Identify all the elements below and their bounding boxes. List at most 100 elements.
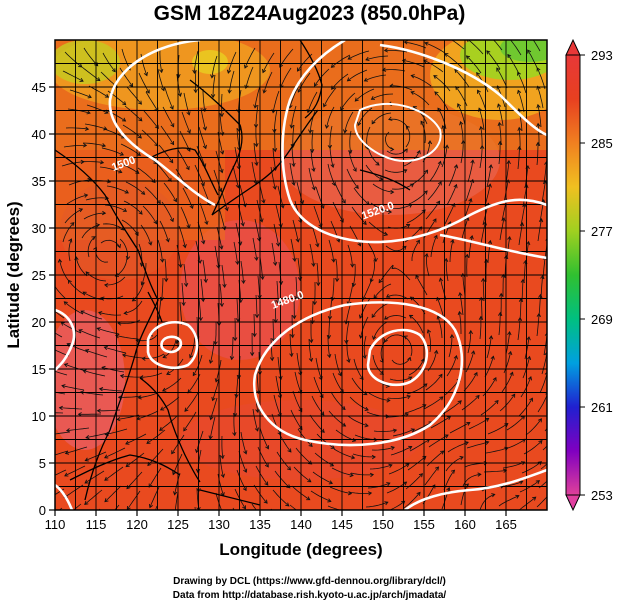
y-tick-label: 5 [39, 456, 46, 471]
streamline [449, 422, 470, 434]
streamline-arrowhead [229, 356, 235, 361]
streamline-arrowhead [507, 235, 512, 241]
streamline [448, 164, 458, 187]
streamline [504, 438, 526, 450]
streamline [87, 236, 96, 258]
streamline-arrowhead [63, 363, 69, 368]
streamline-arrowhead [365, 56, 370, 62]
streamline-arrowhead [78, 329, 83, 334]
y-tick-label: 45 [32, 80, 46, 95]
streamline-arrowhead [104, 476, 109, 481]
streamline-arrowhead [104, 498, 109, 503]
streamline [55, 332, 63, 338]
streamline [538, 480, 547, 489]
streamline-arrowhead [148, 503, 153, 509]
streamline [348, 50, 370, 60]
streamline-arrowhead [527, 49, 532, 54]
streamline-arrowhead [460, 272, 466, 278]
streamline [498, 141, 501, 165]
credit-data-source: Data from http://database.rish.kyoto-u.a… [172, 590, 447, 601]
streamline-arrowhead [196, 526, 200, 529]
streamline-arrowhead [307, 478, 312, 483]
streamline [64, 465, 86, 477]
streamline [327, 163, 336, 186]
streamline [387, 395, 411, 399]
streamline-arrowhead [46, 477, 50, 480]
streamline-arrowhead [241, 279, 246, 285]
streamline [160, 125, 174, 145]
streamline-arrowhead [342, 129, 348, 134]
streamline [486, 335, 492, 359]
streamline [179, 301, 183, 325]
streamline-arrowhead [453, 164, 459, 169]
streamline [499, 393, 516, 412]
streamline-arrowhead [438, 277, 444, 282]
y-tick-label: 0 [39, 503, 46, 518]
streamline-arrowhead [64, 472, 69, 477]
streamline-arrowhead [136, 151, 141, 156]
streamline [78, 329, 101, 339]
streamline [478, 108, 485, 131]
streamline-arrowhead [487, 183, 492, 188]
streamline [445, 258, 449, 282]
streamline [69, 89, 92, 98]
streamline-arrowhead [439, 396, 444, 401]
streamline [353, 187, 370, 205]
streamline-arrowhead [243, 64, 249, 69]
streamline-arrowhead [45, 498, 49, 501]
streamline [373, 283, 392, 299]
streamline [273, 109, 278, 133]
streamline [290, 409, 303, 430]
streamline-arrowhead [509, 371, 514, 376]
streamline-arrowhead [529, 397, 534, 402]
streamline-arrowhead [387, 209, 393, 215]
streamline-arrowhead [390, 445, 395, 451]
streamline-arrowhead [520, 278, 525, 283]
y-tick-label: 30 [32, 221, 46, 236]
colorbar-tick-label: 277 [591, 224, 613, 239]
streamline-arrowhead [263, 499, 268, 504]
streamline [84, 489, 103, 505]
streamline [103, 128, 125, 139]
streamline [256, 370, 260, 394]
streamline [331, 54, 351, 68]
streamline-arrowhead [408, 445, 413, 450]
streamline-arrowhead [434, 91, 439, 96]
streamline [118, 162, 140, 174]
streamline [254, 218, 260, 241]
streamline-arrowhead [125, 463, 130, 468]
streamline [126, 490, 141, 510]
streamline-arrowhead [265, 445, 270, 450]
streamline-arrowhead [153, 220, 158, 225]
streamline [334, 353, 342, 376]
streamline-arrowhead [173, 511, 177, 514]
streamline [138, 72, 150, 94]
streamline-arrowhead [162, 387, 167, 392]
streamline [88, 85, 109, 98]
streamline-arrowhead [507, 53, 512, 59]
streamline [98, 312, 122, 316]
streamline-arrowhead [116, 416, 121, 422]
streamline [347, 282, 354, 305]
streamline [66, 427, 90, 431]
streamline [102, 366, 125, 373]
streamline-arrowhead [485, 417, 490, 422]
streamline-arrowhead [137, 100, 142, 105]
streamline-arrowhead [84, 479, 89, 484]
streamline-arrowhead [286, 484, 291, 489]
streamline [486, 50, 501, 70]
streamline-arrowhead [407, 356, 412, 362]
streamline-arrowhead [58, 405, 64, 411]
streamline [211, 55, 218, 78]
streamline [68, 179, 91, 186]
streamline [391, 357, 411, 365]
streamline-arrowhead [118, 169, 123, 174]
streamline-arrowhead [166, 371, 171, 375]
streamline-arrowhead [181, 302, 186, 307]
streamline [99, 166, 122, 173]
streamline-arrowhead [517, 126, 522, 131]
streamline [335, 258, 338, 282]
streamline [532, 40, 541, 52]
streamline [80, 310, 103, 320]
streamline [365, 55, 389, 61]
